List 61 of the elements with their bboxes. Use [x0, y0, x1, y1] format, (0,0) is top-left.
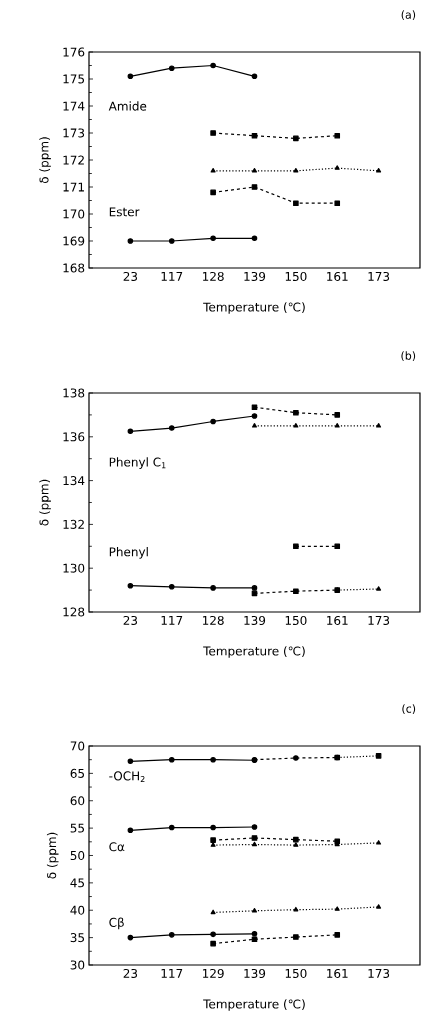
y-tick-label: 134: [63, 476, 85, 486]
x-axis-title: Temperature (℃): [203, 646, 305, 658]
annotation: -OCH$_{2}$: [109, 771, 145, 783]
annotation: Cβ: [109, 917, 124, 930]
x-tick-label: 23: [123, 271, 138, 282]
y-tick-label: 170: [63, 209, 85, 219]
y-tick-label: 168: [63, 263, 85, 273]
annotation: Phenyl: [109, 547, 148, 559]
y-tick-label: 50: [70, 850, 85, 861]
chart-title: (c): [402, 704, 416, 715]
y-tick-label: 45: [70, 878, 85, 888]
y-tick-label: 176: [63, 47, 85, 57]
x-tick-label: 161: [327, 271, 348, 282]
y-axis-title: δ (ppm): [39, 137, 51, 184]
y-tick-label: 40: [70, 905, 85, 915]
chart-title: (a): [401, 10, 416, 21]
y-tick-label: 175: [63, 74, 85, 84]
y-tick-label: 35: [70, 933, 85, 943]
x-tick-label: 139: [244, 615, 266, 625]
y-tick-label: 70: [70, 741, 85, 751]
x-tick-label: 117: [161, 615, 183, 625]
y-axis-title: δ (ppm): [46, 832, 59, 879]
y-tick-label: 30: [70, 960, 85, 970]
x-tick-label: 23: [123, 615, 138, 625]
x-axis-title: Temperature (℃): [203, 999, 305, 1011]
y-tick-label: 174: [63, 101, 85, 111]
y-tick-label: 169: [63, 236, 85, 246]
y-axis-title: δ (ppm): [39, 479, 51, 526]
x-tick-label: 117: [161, 968, 183, 978]
annotation: Phenyl C$_{1}$: [109, 457, 166, 469]
x-tick-label: 173: [368, 615, 390, 625]
y-tick-label: 60: [70, 796, 85, 806]
x-axis-title: Temperature (℃): [203, 302, 305, 314]
annotation: Ester: [109, 207, 140, 217]
x-tick-label: 173: [368, 968, 390, 978]
annotation: Cα: [109, 842, 125, 852]
y-tick-label: 171: [63, 182, 84, 192]
x-tick-label: 128: [202, 271, 224, 282]
x-tick-label: 173: [368, 271, 390, 282]
x-tick-label: 161: [327, 968, 348, 978]
y-tick-label: 65: [70, 768, 85, 778]
x-tick-label: 150: [285, 271, 307, 282]
y-tick-label: 138: [63, 388, 85, 398]
x-tick-label: 150: [285, 968, 307, 978]
x-tick-label: 161: [327, 615, 348, 625]
x-tick-label: 117: [161, 271, 183, 281]
x-tick-label: 150: [285, 615, 307, 625]
y-tick-label: 130: [63, 563, 85, 573]
x-tick-label: 139: [244, 271, 266, 282]
y-tick-label: 173: [63, 128, 85, 138]
x-tick-label: 128: [202, 615, 224, 625]
y-tick-label: 55: [70, 823, 85, 833]
y-tick-label: 172: [63, 155, 84, 165]
y-tick-label: 136: [63, 432, 85, 442]
y-tick-label: 132: [63, 519, 84, 529]
chart-title: (b): [401, 351, 416, 362]
x-tick-label: 23: [123, 968, 138, 978]
x-tick-label: 139: [244, 968, 266, 978]
y-tick-label: 128: [63, 607, 85, 617]
annotation: Amide: [108, 101, 147, 111]
x-tick-label: 129: [202, 968, 224, 978]
